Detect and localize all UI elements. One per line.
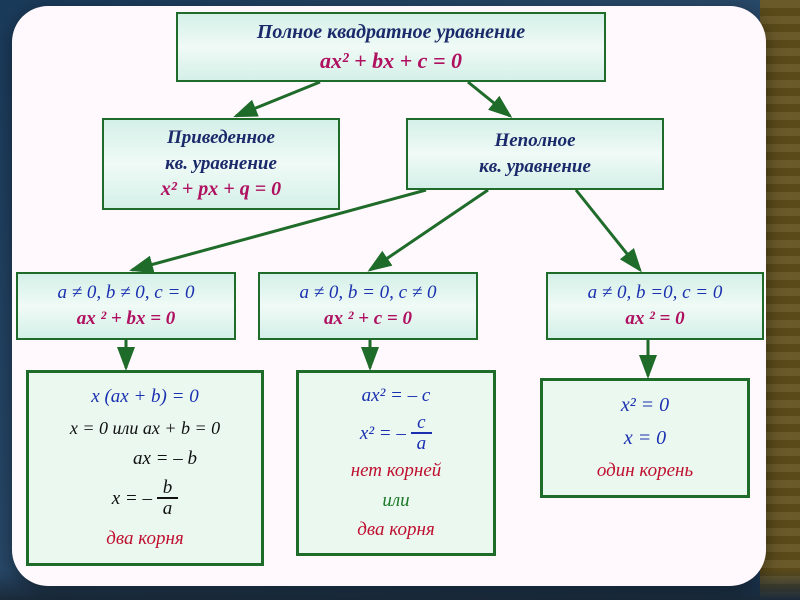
- case-formula: ax ² = 0: [625, 306, 684, 332]
- case-node-0: a ≠ 0, b ≠ 0, c = 0ax ² + bx = 0: [16, 272, 236, 340]
- case-formula: ax ² + bx = 0: [77, 306, 176, 332]
- root-formula: ax² + bx + c = 0: [320, 46, 462, 76]
- solution-line: два корня: [357, 517, 434, 543]
- case-formula: ax ² + c = 0: [324, 306, 412, 332]
- solution-line: или: [382, 488, 409, 514]
- reduced-node: Приведенное кв. уравнение x² + px + q = …: [102, 118, 340, 210]
- reduced-title-2: кв. уравнение: [165, 151, 277, 177]
- solution-line: нет корней: [351, 458, 442, 484]
- solution-line: x = 0 или ax + b = 0: [70, 416, 220, 440]
- solution-line: x² = – ca: [360, 413, 432, 455]
- incomplete-node: Неполное кв. уравнение: [406, 118, 664, 190]
- solution-line: один корень: [597, 458, 693, 484]
- solution-line: x = – ba: [112, 478, 179, 520]
- solution-line: x (ax + b) = 0: [91, 384, 198, 410]
- case-node-1: a ≠ 0, b = 0, c ≠ 0ax ² + c = 0: [258, 272, 478, 340]
- solution-node-0: x (ax + b) = 0 x = 0 или ax + b = 0 ax = –…: [26, 370, 264, 566]
- reduced-title-1: Приведенное: [167, 125, 275, 151]
- reduced-formula: x² + px + q = 0: [161, 176, 281, 203]
- incomplete-title-1: Неполное: [494, 128, 575, 154]
- solution-line: два корня: [106, 526, 183, 552]
- root-title: Полное квадратное уравнение: [257, 19, 525, 46]
- case-condition: a ≠ 0, b = 0, c ≠ 0: [299, 280, 436, 306]
- case-condition: a ≠ 0, b ≠ 0, c = 0: [57, 280, 194, 306]
- solution-line: x² = 0: [621, 392, 669, 419]
- root-node: Полное квадратное уравнение ax² + bx + c…: [176, 12, 606, 82]
- case-condition: a ≠ 0, b =0, c = 0: [588, 280, 723, 306]
- solution-node-2: x² = 0 x = 0 один корень: [540, 378, 750, 498]
- solution-line: ax = – b: [93, 446, 197, 472]
- incomplete-title-2: кв. уравнение: [479, 154, 591, 180]
- solution-line: x = 0: [624, 425, 666, 452]
- case-node-2: a ≠ 0, b =0, c = 0ax ² = 0: [546, 272, 764, 340]
- solution-line: ax² = – c: [362, 383, 431, 409]
- solution-node-1: ax² = – c x² = – ca нет корней или два корня: [296, 370, 496, 556]
